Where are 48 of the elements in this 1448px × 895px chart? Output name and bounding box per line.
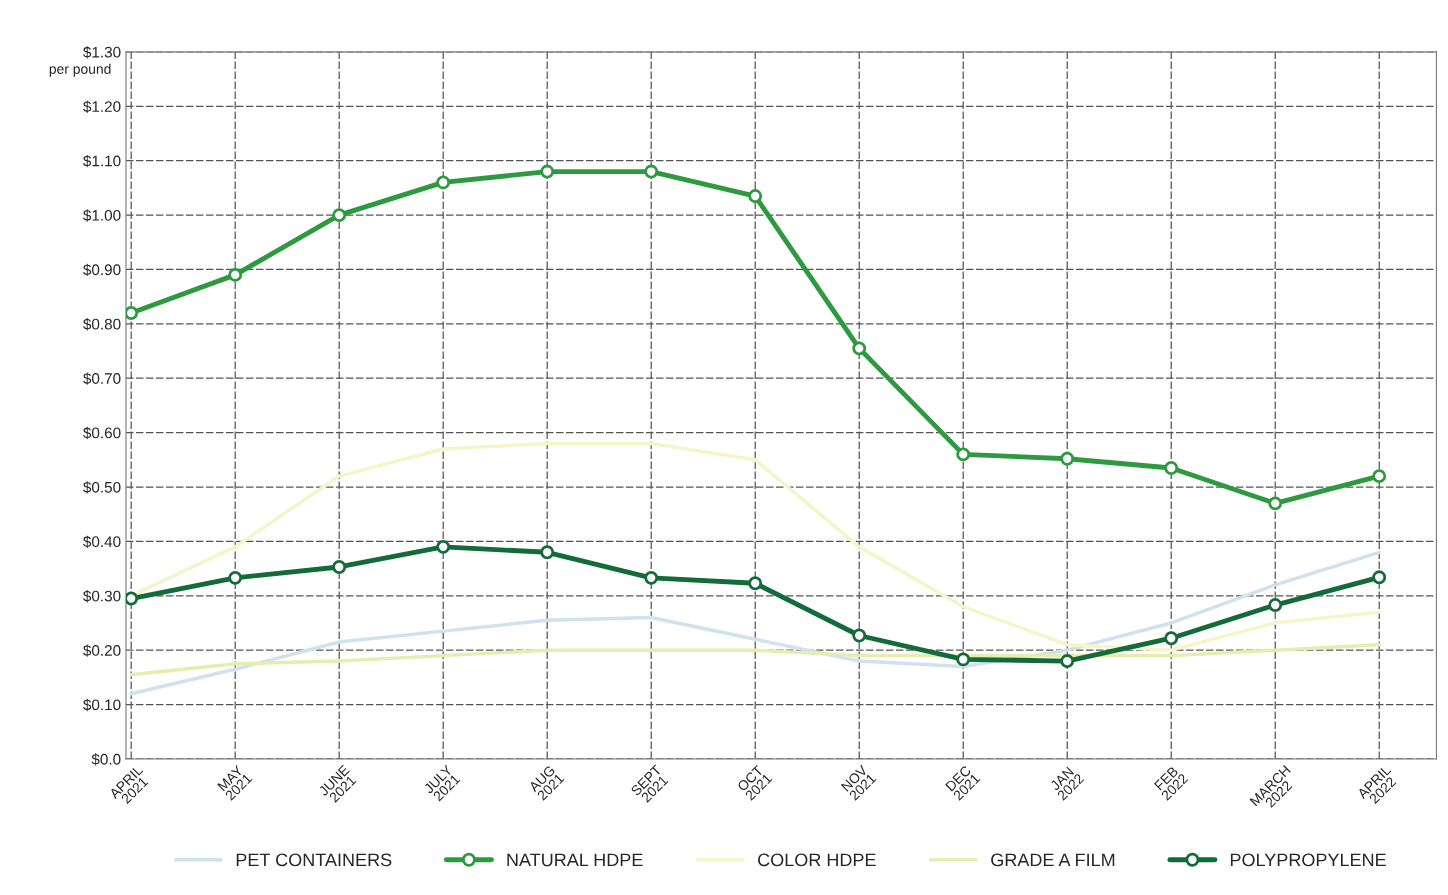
y-tick-label: $0.10 <box>83 698 121 712</box>
y-tick-label: $0.50 <box>83 481 121 494</box>
y-tick-label: $1.20 <box>83 100 121 113</box>
point <box>956 447 971 462</box>
point <box>332 208 347 223</box>
point <box>125 306 139 320</box>
point <box>1372 469 1387 484</box>
point <box>228 267 243 282</box>
y-tick-label: $0.80 <box>83 318 121 331</box>
point <box>125 591 139 606</box>
point <box>748 189 763 203</box>
y-tick-label: $1.00 <box>83 209 121 222</box>
point <box>436 175 451 190</box>
point <box>1060 654 1075 669</box>
line-series <box>129 643 1381 677</box>
y-tick-label: $1.30 <box>83 46 121 59</box>
point <box>644 164 659 179</box>
point <box>228 570 243 585</box>
point <box>436 539 451 554</box>
point <box>956 652 971 667</box>
legend-label: PET CONTAINERS <box>236 853 392 867</box>
legend-label: NATURAL HDPE <box>507 853 643 867</box>
point <box>540 164 555 179</box>
point <box>852 628 867 643</box>
y-tick-label: $0.0 <box>91 753 121 766</box>
y-tick-label: $0.70 <box>83 372 121 385</box>
y-axis-title: per pound <box>49 63 111 77</box>
point <box>1268 598 1283 612</box>
y-tick-label: $0.60 <box>83 426 121 440</box>
y-tick-label: $0.20 <box>83 644 121 657</box>
legend-label: GRADE A FILM <box>991 853 1115 867</box>
point <box>748 576 763 591</box>
y-tick-label: $0.30 <box>83 590 121 603</box>
point <box>1372 570 1387 585</box>
point <box>1164 631 1179 646</box>
point <box>644 570 659 585</box>
point <box>1164 461 1179 475</box>
y-tick-label: $0.40 <box>83 535 121 548</box>
point <box>1060 451 1075 466</box>
legend-label: COLOR HDPE <box>758 853 876 867</box>
y-tick-label: $0.90 <box>83 263 121 277</box>
y-tick-label: $1.10 <box>83 154 121 168</box>
point <box>332 560 347 574</box>
point <box>540 545 555 560</box>
line-series <box>129 550 1381 696</box>
legend-label: POLYPROPYLENE <box>1230 853 1386 867</box>
point <box>852 341 867 356</box>
point <box>1268 496 1283 511</box>
